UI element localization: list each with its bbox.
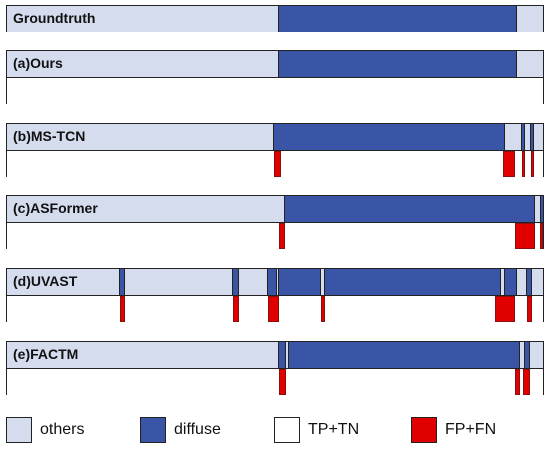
segment-others bbox=[517, 269, 527, 295]
segment-diffuse bbox=[288, 342, 520, 368]
error-mark bbox=[522, 369, 530, 395]
error-bar bbox=[7, 78, 543, 104]
segment-diffuse bbox=[279, 269, 321, 295]
row-label: (d)UVAST bbox=[13, 273, 78, 289]
segment-others bbox=[7, 269, 121, 295]
label-bar bbox=[7, 6, 543, 32]
row-divider bbox=[7, 368, 543, 369]
segment-others bbox=[7, 6, 280, 32]
error-mark bbox=[279, 369, 286, 395]
row-label: (a)Ours bbox=[13, 55, 63, 71]
segment-others bbox=[524, 124, 532, 150]
error-mark bbox=[268, 296, 280, 322]
error-mark bbox=[279, 223, 285, 249]
segment-others bbox=[238, 269, 269, 295]
segment-diffuse bbox=[279, 342, 286, 368]
segment-others bbox=[516, 6, 543, 32]
segment-others bbox=[532, 269, 543, 295]
segment-diffuse bbox=[540, 196, 543, 222]
segment-others bbox=[320, 269, 326, 295]
error-mark bbox=[232, 296, 239, 322]
segment-diffuse bbox=[531, 124, 535, 150]
segment-others bbox=[534, 124, 543, 150]
segment-others bbox=[285, 342, 289, 368]
label-bar bbox=[7, 342, 543, 368]
error-mark bbox=[539, 223, 543, 249]
segment-diffuse bbox=[120, 269, 125, 295]
legend-swatch-tp-tn bbox=[274, 417, 300, 443]
segment-others bbox=[7, 51, 280, 77]
legend-label-others: others bbox=[40, 421, 85, 438]
error-mark bbox=[503, 151, 516, 177]
row-5: (e)FACTM bbox=[6, 341, 544, 395]
segment-diffuse bbox=[279, 51, 517, 77]
segment-others bbox=[529, 342, 543, 368]
error-mark bbox=[526, 296, 533, 322]
error-mark bbox=[274, 151, 281, 177]
error-mark bbox=[494, 296, 516, 322]
row-label: Groundtruth bbox=[13, 10, 96, 26]
segment-diffuse bbox=[505, 269, 518, 295]
row-divider bbox=[7, 222, 543, 223]
segment-diffuse bbox=[232, 269, 239, 295]
error-bar bbox=[7, 369, 543, 395]
row-label: (c)ASFormer bbox=[13, 200, 98, 216]
row-label: (b)MS-TCN bbox=[13, 128, 86, 144]
legend: others diffuse TP+TN FP+FN bbox=[0, 417, 550, 447]
segment-others bbox=[7, 124, 275, 150]
row-label: (e)FACTM bbox=[13, 346, 79, 362]
segment-diffuse bbox=[522, 124, 525, 150]
error-mark bbox=[531, 151, 535, 177]
legend-swatch-fp-fn bbox=[411, 417, 437, 443]
segment-others bbox=[7, 196, 285, 222]
segment-others bbox=[501, 269, 506, 295]
segment-diffuse bbox=[268, 269, 278, 295]
error-mark bbox=[515, 223, 535, 249]
row-divider bbox=[7, 150, 543, 151]
segment-diffuse bbox=[524, 342, 530, 368]
segment-others bbox=[277, 269, 280, 295]
error-mark bbox=[320, 296, 326, 322]
row-2: (b)MS-TCN bbox=[6, 123, 544, 177]
segment-diffuse bbox=[325, 269, 502, 295]
row-0: Groundtruth bbox=[6, 5, 544, 32]
segment-others bbox=[505, 124, 523, 150]
row-3: (c)ASFormer bbox=[6, 195, 544, 249]
segment-others bbox=[7, 342, 280, 368]
segment-diffuse bbox=[274, 124, 506, 150]
label-bar bbox=[7, 269, 543, 295]
row-1: (a)Ours bbox=[6, 50, 544, 104]
row-divider bbox=[7, 295, 543, 296]
legend-swatch-others bbox=[6, 417, 32, 443]
error-bar bbox=[7, 296, 543, 322]
label-bar bbox=[7, 124, 543, 150]
legend-label-diffuse: diffuse bbox=[174, 421, 221, 438]
segment-diffuse bbox=[279, 6, 517, 32]
legend-label-tp-tn: TP+TN bbox=[308, 421, 360, 438]
label-bar bbox=[7, 196, 543, 222]
segment-others bbox=[516, 51, 543, 77]
legend-swatch-diffuse bbox=[140, 417, 166, 443]
segment-others bbox=[519, 342, 525, 368]
segment-diffuse bbox=[526, 269, 533, 295]
error-mark bbox=[522, 151, 526, 177]
error-bar bbox=[7, 223, 543, 249]
segment-others bbox=[124, 269, 233, 295]
row-4: (d)UVAST bbox=[6, 268, 544, 322]
error-bar bbox=[7, 151, 543, 177]
legend-label-fp-fn: FP+FN bbox=[445, 421, 497, 438]
error-mark bbox=[515, 369, 520, 395]
segment-diffuse bbox=[284, 196, 535, 222]
error-mark bbox=[120, 296, 125, 322]
row-divider bbox=[7, 77, 543, 78]
label-bar bbox=[7, 51, 543, 77]
segment-others bbox=[534, 196, 541, 222]
